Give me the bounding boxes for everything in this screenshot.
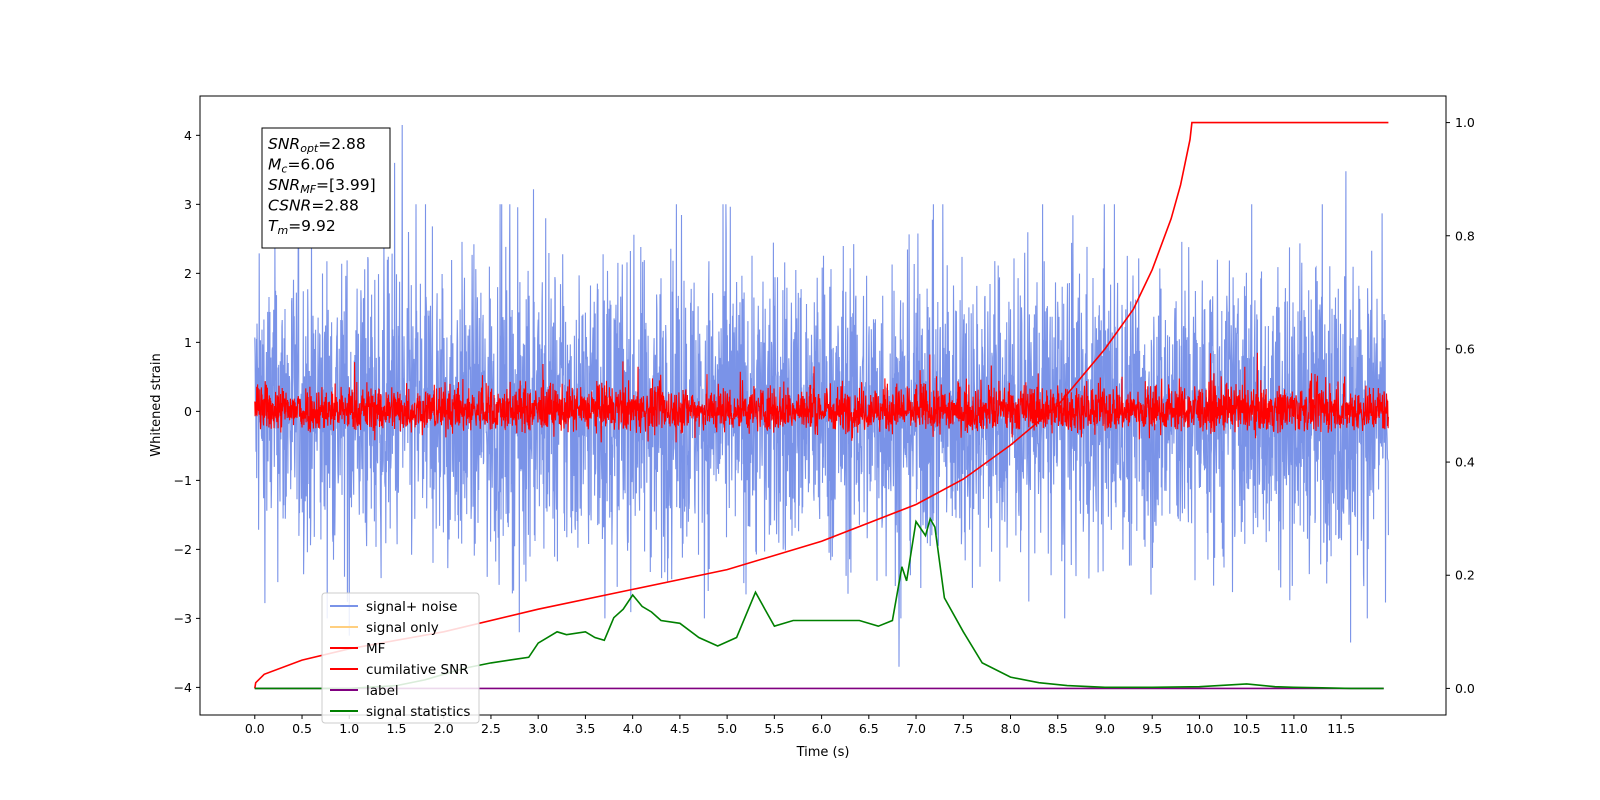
x-tick-label: 6.0 bbox=[812, 721, 832, 736]
legend-label: signal statistics bbox=[366, 704, 470, 720]
x-tick-label: 0.5 bbox=[292, 721, 312, 736]
legend: signal+ noise signal only MF cumilative SNR… bbox=[321, 592, 480, 724]
y2-tick-label: 0.8 bbox=[1455, 228, 1475, 243]
x-axis-title: Time (s) bbox=[796, 745, 850, 760]
x-tick-label: 5.0 bbox=[717, 721, 737, 736]
y2-tick-label: 0.0 bbox=[1455, 681, 1475, 696]
legend-label: label bbox=[366, 683, 399, 699]
x-tick-label: 7.5 bbox=[953, 721, 973, 736]
x-tick-label: 4.5 bbox=[670, 721, 690, 736]
x-tick-label: 9.5 bbox=[1142, 721, 1162, 736]
x-tick-label: 10.0 bbox=[1186, 721, 1214, 736]
x-tick-label: 8.5 bbox=[1048, 721, 1068, 736]
x-tick-label: 3.0 bbox=[528, 721, 548, 736]
y-tick-label: 0 bbox=[184, 404, 192, 419]
x-tick-label: 2.5 bbox=[481, 721, 501, 736]
y-axis-title: Whitened strain bbox=[149, 353, 164, 456]
y-tick-label: −1 bbox=[174, 473, 192, 488]
x-axis: 0.0 0.5 1.0 1.5 2.0 2.5 3.0 3.5 4.0 4.5 5.0 5.5 6.0 6… bbox=[245, 715, 1355, 736]
y-tick-label: 2 bbox=[184, 266, 192, 281]
stats-line: Mc=6.06 bbox=[268, 156, 335, 176]
y-axis-left: 4 3 2 1 0 −1 −2 −3 −4 bbox=[174, 128, 200, 695]
x-tick-label: 9.0 bbox=[1095, 721, 1115, 736]
legend-label: signal+ noise bbox=[366, 599, 457, 615]
stats-line: Tm=9.92 bbox=[268, 217, 336, 237]
y2-tick-label: 0.6 bbox=[1455, 341, 1475, 356]
y-axis-right: 1.0 0.8 0.6 0.4 0.2 0.0 bbox=[1446, 115, 1475, 696]
legend-label: signal only bbox=[366, 620, 439, 636]
x-tick-label: 5.5 bbox=[764, 721, 784, 736]
axes-frame bbox=[199, 95, 1447, 716]
x-tick-label: 2.0 bbox=[434, 721, 454, 736]
y-tick-label: 4 bbox=[184, 128, 192, 143]
y-tick-label: 3 bbox=[184, 197, 192, 212]
legend-frame bbox=[321, 592, 480, 724]
x-tick-label: 11.0 bbox=[1280, 721, 1308, 736]
x-tick-label: 6.5 bbox=[859, 721, 879, 736]
x-tick-label: 10.5 bbox=[1233, 721, 1261, 736]
y-tick-label: 1 bbox=[184, 335, 192, 350]
x-tick-label: 1.0 bbox=[339, 721, 359, 736]
x-tick-label: 11.5 bbox=[1327, 721, 1355, 736]
y2-tick-label: 0.4 bbox=[1455, 455, 1475, 470]
stats-line: SNRopt=2.88 bbox=[268, 135, 366, 155]
series-signal-noise bbox=[254, 124, 1389, 667]
y-tick-label: −4 bbox=[174, 680, 192, 695]
y2-tick-label: 0.2 bbox=[1455, 568, 1475, 583]
x-tick-label: 3.5 bbox=[575, 721, 595, 736]
legend-label: MF bbox=[366, 641, 385, 657]
x-tick-label: 8.0 bbox=[1001, 721, 1021, 736]
series-mf bbox=[254, 352, 1389, 443]
legend-label: cumilative SNR bbox=[366, 662, 469, 678]
x-tick-label: 0.0 bbox=[245, 721, 265, 736]
stats-box-frame bbox=[261, 127, 391, 249]
x-tick-label: 1.5 bbox=[387, 721, 407, 736]
x-tick-label: 7.0 bbox=[906, 721, 926, 736]
y-tick-label: −3 bbox=[174, 611, 192, 626]
x-tick-label: 4.0 bbox=[623, 721, 643, 736]
y-tick-label: −2 bbox=[174, 542, 192, 557]
series-signal-statistics bbox=[254, 516, 1384, 690]
stats-line: SNRMF=[3.99] bbox=[268, 176, 376, 196]
stats-line: CSNR=2.88 bbox=[268, 197, 359, 215]
y2-tick-label: 1.0 bbox=[1455, 115, 1475, 130]
